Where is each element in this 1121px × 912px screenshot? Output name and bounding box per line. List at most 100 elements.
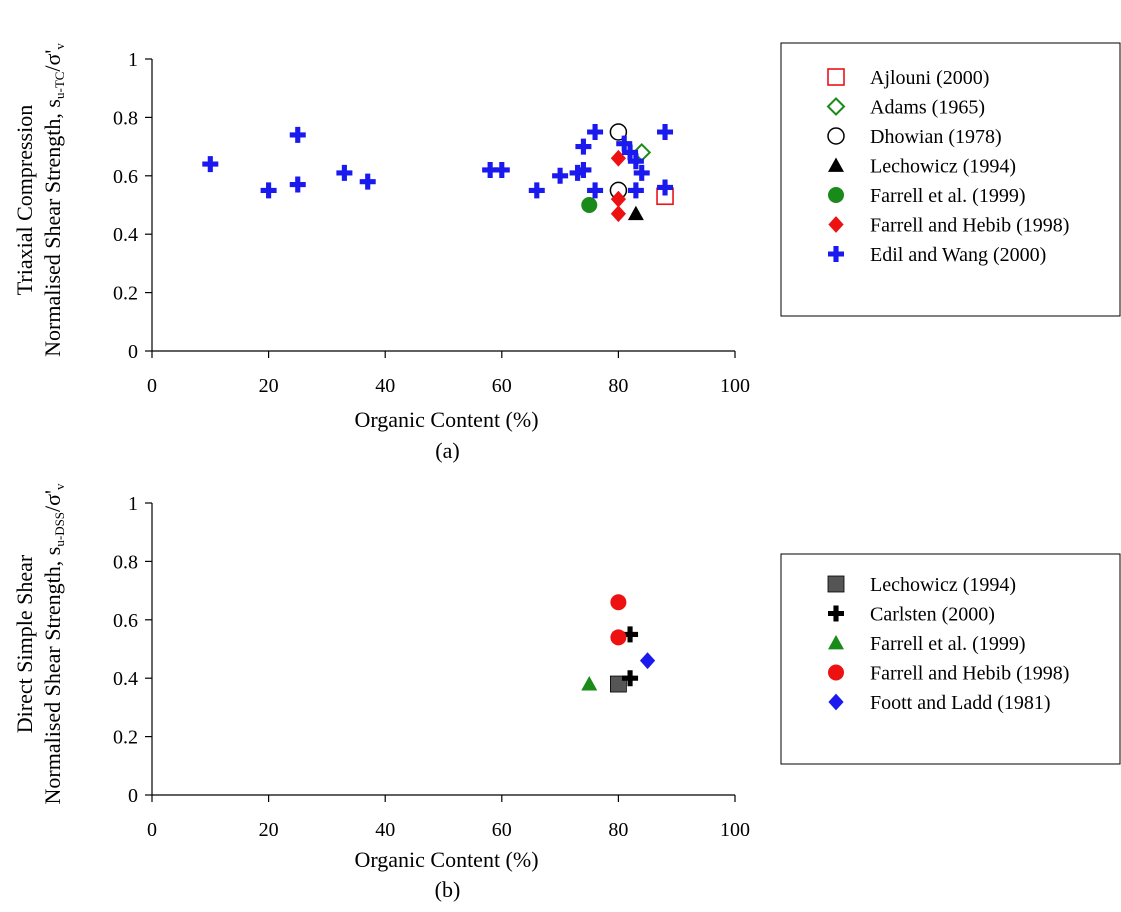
data-point (575, 161, 592, 178)
data-point (633, 164, 650, 181)
series-4 (581, 197, 598, 213)
data-point (569, 164, 586, 181)
data-point (581, 197, 598, 213)
data-point (289, 176, 306, 193)
data-point (552, 167, 569, 184)
legend-label: Dhowian (1978) (870, 126, 1002, 148)
x-axis-label: Organic Content (%) (354, 847, 538, 872)
y-tick-label: 1 (128, 49, 138, 71)
legend-label: Carlsten (2000) (870, 604, 995, 626)
legend-label: Farrell and Hebib (1998) (870, 215, 1069, 237)
data-point (622, 670, 639, 687)
series-3 (610, 594, 627, 646)
y-tick-label: 0.8 (113, 551, 138, 573)
data-point (581, 676, 598, 691)
y-label-subscript: u-DSS (52, 512, 67, 547)
series-2 (581, 676, 598, 691)
legend-marker (828, 246, 844, 262)
y-tick-label: 0.6 (113, 166, 138, 188)
series-1 (622, 626, 639, 687)
legend-marker (828, 605, 844, 622)
data-point (610, 190, 626, 208)
x-tick-label: 20 (259, 819, 279, 841)
legend-marker (827, 127, 845, 145)
legend-marker (827, 68, 845, 86)
y-tick-label: 0 (128, 341, 138, 363)
x-tick-label: 60 (492, 375, 512, 397)
data-point (587, 124, 604, 140)
legend-marker (828, 187, 844, 203)
y-tick-label: 0.4 (113, 224, 138, 246)
x-tick-label: 100 (720, 375, 750, 397)
legend-marker (828, 693, 844, 711)
legend-marker (828, 635, 844, 650)
legend-label: Foott and Ladd (1981) (870, 692, 1051, 714)
y-axis-label-line2: Normalised Shear Strength, su-TC/σ'v (40, 43, 67, 357)
x-tick-label: 40 (375, 375, 395, 397)
legend: Ajlouni (2000) Adams (1965) Dhowian (1978)… (780, 42, 1121, 317)
data-point (610, 205, 626, 223)
legend-label: Adams (1965) (870, 97, 985, 119)
y-label-text: Normalised Shear Strength, s (40, 547, 65, 805)
panel-label: (a) (435, 438, 459, 463)
data-point (622, 144, 639, 161)
y-label-text: Normalised Shear Strength, s (40, 99, 65, 357)
legend-marker (828, 157, 844, 172)
legend-label: Ajlouni (2000) (870, 67, 989, 89)
data-point (528, 182, 545, 199)
legend-label: Farrell et al. (1999) (870, 633, 1026, 655)
series-6 (202, 124, 674, 199)
data-point (493, 161, 510, 178)
legend: Lechowicz (1994) Carlsten (2000) Farrell e… (780, 553, 1121, 765)
y-tick-label: 0.6 (113, 610, 138, 632)
data-point (610, 594, 627, 611)
y-axis-label-line1: Triaxial Compression (12, 105, 37, 295)
y-label-text: /σ' (40, 490, 65, 512)
legend-label: Lechowicz (1994) (870, 156, 1016, 178)
panel-label: (b) (435, 877, 461, 902)
y-tick-label: 0.2 (113, 727, 138, 749)
data-point (627, 205, 644, 221)
x-tick-label: 80 (608, 375, 628, 397)
legend-box (780, 42, 1121, 317)
y-tick-label: 0.2 (113, 283, 138, 305)
y-axis-label-line1: Direct Simple Shear (12, 554, 37, 733)
data-point (202, 156, 219, 173)
legend-marker (828, 216, 844, 233)
y-axis-label-line2: Normalised Shear Strength, su-DSS/σ'v (40, 483, 67, 804)
y-label-text: /σ' (40, 50, 65, 72)
y-tick-label: 0.4 (113, 668, 138, 690)
data-point (260, 182, 277, 199)
legend-label: Lechowicz (1994) (870, 574, 1016, 596)
series-4 (639, 652, 656, 670)
y-tick-label: 0 (128, 785, 138, 807)
y-label-subscript: u-TC (52, 72, 67, 99)
data-point (616, 135, 633, 152)
data-point (336, 164, 353, 181)
legend-marker (828, 664, 844, 681)
data-point (359, 173, 376, 190)
y-tick-label: 1 (128, 493, 138, 515)
data-point (627, 182, 644, 199)
data-point (657, 124, 674, 140)
x-tick-label: 0 (147, 375, 157, 397)
y-label-subscript: v (52, 43, 67, 50)
data-point (482, 161, 499, 178)
x-tick-label: 40 (375, 819, 395, 841)
data-point (639, 652, 656, 670)
data-point (610, 629, 627, 646)
x-tick-label: 80 (608, 819, 628, 841)
legend-label: Edil and Wang (2000) (870, 244, 1046, 266)
x-tick-label: 60 (492, 819, 512, 841)
x-tick-label: 0 (147, 819, 157, 841)
data-point (657, 179, 674, 196)
legend-label: Farrell et al. (1999) (870, 185, 1026, 207)
x-tick-label: 100 (720, 819, 750, 841)
data-point (289, 126, 306, 143)
data-point (622, 626, 639, 643)
data-point (627, 153, 644, 170)
legend-marker (827, 575, 845, 593)
series-3 (627, 205, 644, 221)
chart-panel-b: 0 0.2 0.4 0.6 0.8 1 0 20 40 60 80 100 Organic Conten… (12, 483, 1121, 902)
